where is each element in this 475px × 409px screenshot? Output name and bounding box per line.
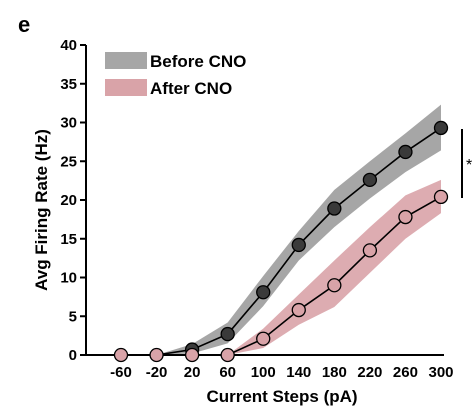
confidence-bands bbox=[121, 104, 441, 355]
series-line-after bbox=[121, 196, 442, 356]
legend-swatch-after bbox=[105, 79, 147, 96]
x-tick-label: -60 bbox=[110, 364, 132, 381]
significance-bracket: * bbox=[461, 129, 472, 198]
y-tick-label: 10 bbox=[60, 270, 77, 287]
x-tick-label: 260 bbox=[393, 364, 418, 381]
data-point-before bbox=[362, 172, 378, 188]
data-point-after bbox=[398, 209, 413, 225]
data-point-before bbox=[256, 285, 271, 300]
data-point-after bbox=[149, 347, 164, 363]
y-axis-title: Avg Firing Rate (Hz) bbox=[32, 129, 51, 291]
data-point-after bbox=[362, 243, 378, 258]
data-point-after bbox=[220, 347, 235, 363]
y-tick-label: 30 bbox=[60, 115, 77, 132]
y-tick-label: 40 bbox=[60, 37, 77, 54]
legend-swatch-before bbox=[105, 52, 147, 69]
y-tick-label: 20 bbox=[60, 192, 77, 209]
legend: Before CNO After CNO bbox=[105, 52, 246, 98]
x-axis-title: Current Steps (pA) bbox=[206, 387, 357, 406]
data-point-after bbox=[256, 331, 271, 346]
data-point-before bbox=[398, 144, 413, 160]
legend-label-before: Before CNO bbox=[150, 52, 246, 71]
x-tick-label: 20 bbox=[184, 364, 201, 381]
x-tick-label: 60 bbox=[219, 364, 236, 381]
x-tick-label: 180 bbox=[322, 364, 347, 381]
series-line-before bbox=[121, 127, 442, 356]
band-after bbox=[121, 179, 441, 355]
panel-label: e bbox=[18, 12, 30, 37]
data-point-before bbox=[327, 201, 342, 216]
data-point-after bbox=[327, 278, 342, 293]
y-tick-label: 35 bbox=[60, 76, 77, 93]
data-point-before bbox=[291, 237, 306, 253]
data-point-before bbox=[220, 326, 235, 342]
x-tick-label: 140 bbox=[286, 364, 311, 381]
series-points bbox=[113, 120, 449, 363]
data-point-after bbox=[184, 347, 200, 363]
x-tick-label: 300 bbox=[428, 364, 453, 381]
y-tick-label: 0 bbox=[69, 347, 77, 364]
y-tick-label: 25 bbox=[60, 153, 77, 170]
data-point-after bbox=[433, 189, 449, 205]
y-tick-label: 5 bbox=[69, 308, 77, 325]
legend-label-after: After CNO bbox=[150, 79, 232, 98]
y-axis-ticks: 0 5 10 15 20 25 30 35 40 bbox=[60, 37, 86, 364]
series-lines bbox=[121, 127, 442, 356]
data-point-before bbox=[433, 120, 449, 136]
x-axis-ticks: -60 -20 20 60 100 140 180 220 260 300 bbox=[110, 364, 453, 381]
data-point-after bbox=[113, 347, 129, 363]
x-tick-label: 220 bbox=[357, 364, 382, 381]
x-tick-label: 100 bbox=[251, 364, 276, 381]
x-tick-label: -20 bbox=[146, 364, 168, 381]
significance-star: * bbox=[466, 157, 472, 174]
data-point-after bbox=[291, 302, 306, 318]
y-tick-label: 15 bbox=[60, 231, 77, 248]
